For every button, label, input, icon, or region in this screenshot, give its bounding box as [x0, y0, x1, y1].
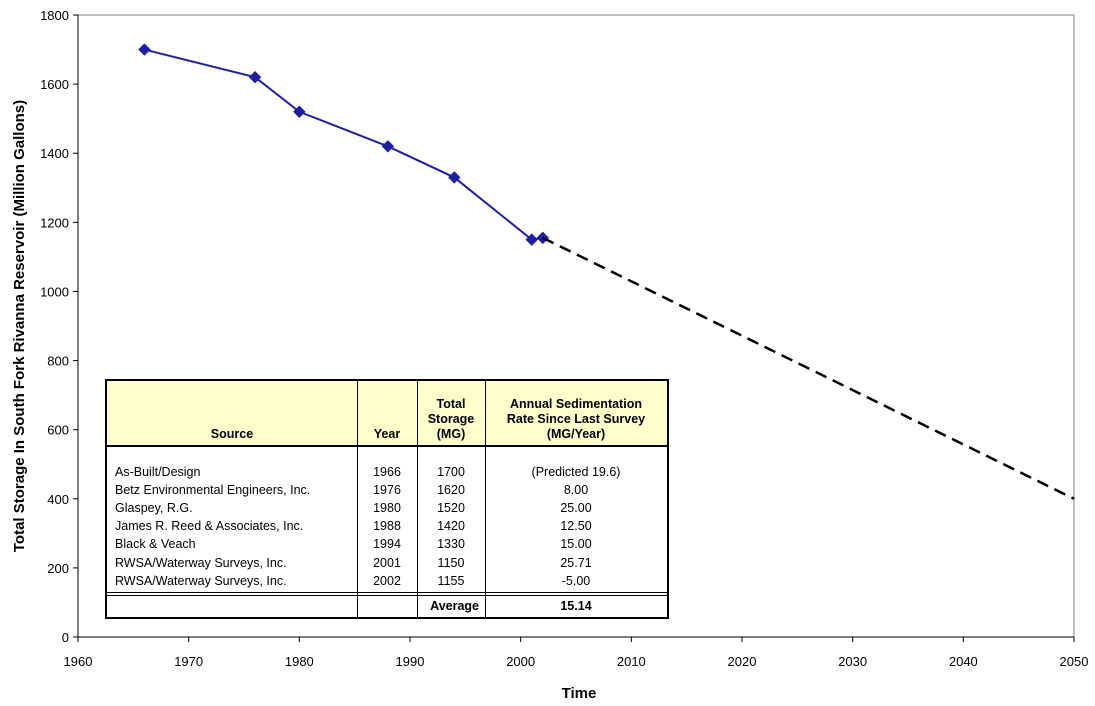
survey-line — [144, 48, 543, 241]
table-row: As-Built/Design 1966 1700 (Predicted 19.6) — [107, 463, 667, 481]
header-total-storage-line-1: Total — [436, 397, 466, 411]
cell-rate: -5.00 — [561, 573, 591, 588]
x-axis: 1960 1970 1980 1990 2000 2010 2020 2030 2040 2050 — [64, 637, 1089, 669]
cell-storage: 1620 — [437, 483, 465, 498]
x-tick-label: 2050 — [1060, 654, 1089, 669]
x-tick-label: 2000 — [506, 654, 535, 669]
cell-year: 2002 — [373, 573, 401, 588]
survey-table: Source Year Total Storage (MG) Annual Se… — [105, 379, 669, 619]
x-tick-label: 2020 — [728, 654, 757, 669]
header-rate-line-2: Rate Since Last Survey — [506, 412, 646, 426]
table-row: James R. Reed & Associates, Inc. 1988 1420… — [107, 517, 667, 535]
column-divider — [417, 381, 418, 617]
x-tick-label: 2030 — [838, 654, 867, 669]
data-point — [525, 233, 538, 246]
header-year: Year — [373, 427, 401, 441]
y-axis-title: Total Storage In South Fork Rivanna Rese… — [11, 100, 28, 552]
data-point — [248, 70, 262, 84]
cell-storage: 1420 — [437, 519, 465, 534]
y-tick-label: 1600 — [40, 77, 69, 92]
cell-year: 1966 — [373, 465, 401, 479]
y-tick-label: 1200 — [40, 215, 69, 230]
y-tick-label: 800 — [47, 354, 69, 369]
y-tick-label: 0 — [62, 630, 69, 645]
header-total-storage-line-3: (MG) — [436, 427, 466, 441]
header-sedimentation-rate: Annual Sedimentation Rate Since Last Sur… — [485, 381, 667, 445]
x-tick-label: 1970 — [174, 654, 203, 669]
y-tick-label: 1400 — [40, 146, 69, 161]
cell-storage: 1520 — [437, 501, 465, 516]
x-tick-label: 1980 — [285, 654, 314, 669]
table-row: Betz Environmental Engineers, Inc. 1976 16… — [107, 481, 667, 499]
y-tick-label: 600 — [47, 423, 69, 438]
cell-year: 1980 — [373, 501, 401, 516]
cell-storage: 1155 — [437, 573, 465, 588]
y-tick-label: 1000 — [40, 284, 69, 299]
x-tick-label: 1990 — [396, 654, 425, 669]
table-header: Source Year Total Storage (MG) Annual Se… — [107, 381, 667, 447]
table-row: Glaspey, R.G. 1980 1520 25.00 — [107, 499, 667, 517]
header-total-storage-line-2: Storage — [427, 412, 475, 426]
x-axis-title: Time — [562, 685, 597, 702]
projection-line — [542, 236, 1075, 500]
column-divider — [485, 381, 486, 617]
cell-storage: 1330 — [437, 537, 465, 552]
column-divider — [357, 381, 358, 617]
average-row: Average 15.14 — [107, 596, 667, 617]
x-tick-label: 1960 — [64, 654, 93, 669]
cell-source: Glaspey, R.G. — [115, 501, 193, 516]
y-tick-label: 200 — [47, 561, 69, 576]
cell-storage: 1700 — [437, 465, 465, 479]
x-tick-label: 2010 — [617, 654, 646, 669]
average-separator — [107, 592, 667, 596]
header-total-storage: Total Storage (MG) — [417, 381, 485, 445]
header-rate-line-1: Annual Sedimentation — [510, 397, 642, 411]
cell-year: 1994 — [373, 537, 401, 552]
x-tick-label: 2040 — [949, 654, 978, 669]
data-point — [138, 43, 151, 56]
data-point — [293, 105, 306, 118]
y-tick-label: 1800 — [40, 8, 69, 23]
table-row: RWSA/Waterway Surveys, Inc. 2001 1150 25.71 — [107, 554, 667, 572]
cell-source: RWSA/Waterway Surveys, Inc. — [115, 555, 287, 570]
cell-rate: 25.71 — [560, 555, 592, 570]
cell-source: James R. Reed & Associates, Inc. — [115, 519, 304, 534]
data-point — [448, 171, 461, 184]
series-layer — [138, 43, 1075, 500]
y-axis: 0 200 400 600 800 1000 1200 1400 1600 1800 — [40, 8, 78, 645]
header-source: Source — [210, 427, 254, 441]
average-label: Average — [430, 599, 479, 613]
cell-year: 1988 — [373, 519, 401, 534]
y-tick-label: 400 — [47, 492, 69, 507]
table-row: Black & Veach 1994 1330 15.00 — [107, 535, 667, 553]
plot-area — [77, 14, 1075, 638]
average-value: 15.14 — [560, 599, 592, 613]
cell-rate: 25.00 — [560, 501, 592, 516]
cell-rate: (Predicted 19.6) — [531, 465, 621, 479]
cell-storage: 1150 — [437, 555, 465, 570]
cell-source: As-Built/Design — [115, 465, 201, 479]
table-row: RWSA/Waterway Surveys, Inc. 2002 1155 -5.00 — [107, 572, 667, 590]
cell-year: 1976 — [373, 483, 401, 498]
header-rate-line-3: (MG/Year) — [546, 427, 606, 441]
cell-source: Black & Veach — [115, 537, 196, 552]
cell-source: Betz Environmental Engineers, Inc. — [115, 483, 311, 498]
cell-year: 2001 — [373, 555, 401, 570]
cell-rate: 12.50 — [560, 519, 592, 534]
cell-rate: 15.00 — [560, 537, 592, 552]
cell-source: RWSA/Waterway Surveys, Inc. — [115, 573, 287, 588]
data-point — [381, 140, 395, 153]
cell-rate: 8.00 — [563, 483, 589, 498]
